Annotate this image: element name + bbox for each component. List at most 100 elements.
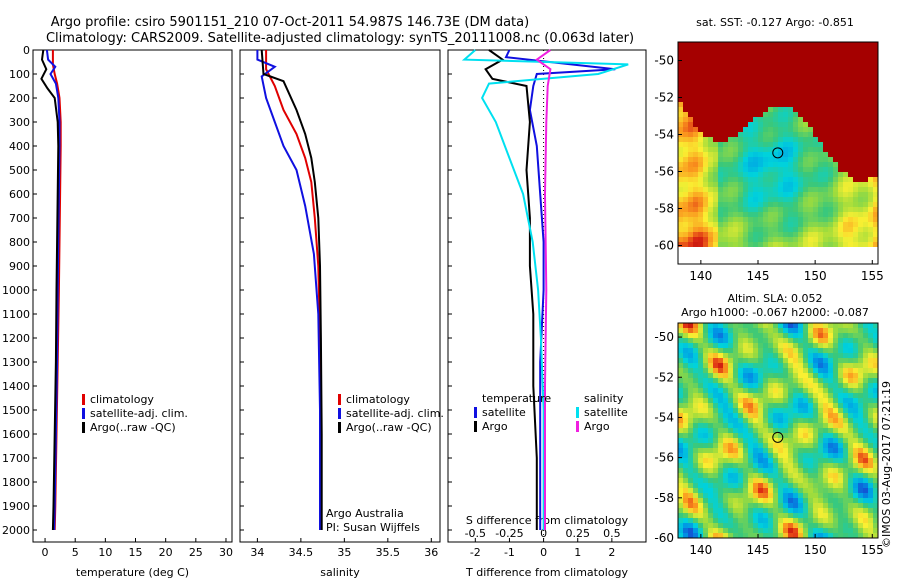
- map-cell: [763, 237, 768, 242]
- map-cell: [743, 252, 748, 257]
- map-cell: [853, 438, 858, 443]
- map-cell: [873, 433, 878, 438]
- map-cell: [863, 72, 868, 77]
- map-cell: [773, 443, 778, 448]
- map-cell: [728, 508, 733, 513]
- map-cell: [683, 112, 688, 117]
- map-cell: [693, 127, 698, 132]
- map-cell: [733, 157, 738, 162]
- map-cell: [723, 398, 728, 403]
- map-cell: [678, 187, 683, 192]
- map-cell: [793, 52, 798, 57]
- map-cell: [853, 453, 858, 458]
- map-cell: [738, 478, 743, 483]
- map-cell: [793, 67, 798, 72]
- map-cell: [768, 212, 773, 217]
- map-cell: [788, 227, 793, 232]
- map-cell: [778, 62, 783, 67]
- map-cell: [843, 62, 848, 67]
- map-cell: [683, 493, 688, 498]
- map-cell: [683, 172, 688, 177]
- map-cell: [868, 413, 873, 418]
- map-cell: [738, 222, 743, 227]
- map-cell: [823, 142, 828, 147]
- map-cell: [728, 533, 733, 538]
- map-cell: [813, 518, 818, 523]
- map-cell: [683, 438, 688, 443]
- map-cell: [768, 112, 773, 117]
- map-cell: [693, 132, 698, 137]
- map-cell: [803, 122, 808, 127]
- map-cell: [873, 232, 878, 237]
- map-cell: [848, 323, 853, 328]
- map-cell: [718, 77, 723, 82]
- map-cell: [768, 227, 773, 232]
- map-cell: [873, 82, 878, 87]
- map-cell: [713, 388, 718, 393]
- map-cell: [823, 533, 828, 538]
- map-cell: [778, 87, 783, 92]
- map-cell: [778, 433, 783, 438]
- map-cell: [818, 157, 823, 162]
- map-cell: [808, 127, 813, 132]
- map-cell: [793, 453, 798, 458]
- map-cell: [868, 227, 873, 232]
- map-cell: [763, 363, 768, 368]
- map-cell: [753, 533, 758, 538]
- map-cell: [773, 122, 778, 127]
- map-cell: [788, 127, 793, 132]
- map-cell: [853, 338, 858, 343]
- map-cell: [813, 227, 818, 232]
- map-cell: [753, 202, 758, 207]
- map-cell: [738, 398, 743, 403]
- map-cell: [773, 533, 778, 538]
- map-cell: [813, 232, 818, 237]
- map-cell: [788, 463, 793, 468]
- map-cell: [818, 403, 823, 408]
- map-cell: [808, 52, 813, 57]
- map-cell: [793, 177, 798, 182]
- map-cell: [873, 167, 878, 172]
- map-cell: [678, 323, 683, 328]
- map-cell: [803, 222, 808, 227]
- map-cell: [733, 413, 738, 418]
- map-cell: [698, 528, 703, 533]
- map-cell: [698, 127, 703, 132]
- map-cell: [713, 453, 718, 458]
- map-cell: [803, 227, 808, 232]
- map-cell: [868, 242, 873, 247]
- map-cell: [828, 328, 833, 333]
- map-cell: [818, 152, 823, 157]
- map-cell: [833, 217, 838, 222]
- map-cell: [768, 152, 773, 157]
- map-cell: [713, 403, 718, 408]
- map-cell: [853, 97, 858, 102]
- map-cell: [708, 448, 713, 453]
- map-cell: [763, 408, 768, 413]
- map-cell: [793, 137, 798, 142]
- map-cell: [758, 82, 763, 87]
- map-cell: [868, 523, 873, 528]
- map-cell: [773, 192, 778, 197]
- map-cell: [733, 52, 738, 57]
- map-cell: [828, 353, 833, 358]
- map-cell: [823, 232, 828, 237]
- map-cell: [713, 247, 718, 252]
- map-cell: [813, 343, 818, 348]
- map-cell: [858, 167, 863, 172]
- map-cell: [813, 47, 818, 52]
- map-cell: [773, 438, 778, 443]
- map-cell: [783, 122, 788, 127]
- map-cell: [713, 142, 718, 147]
- map-cell: [733, 212, 738, 217]
- map-cell: [813, 237, 818, 242]
- legend-label: satellite-adj. clim.: [90, 407, 188, 420]
- map-cell: [778, 493, 783, 498]
- map-cell: [823, 453, 828, 458]
- map-cell: [703, 533, 708, 538]
- map-cell: [768, 77, 773, 82]
- x-tick-label: 35: [337, 546, 351, 559]
- map-cell: [843, 463, 848, 468]
- map-cell: [693, 508, 698, 513]
- map-cell: [848, 328, 853, 333]
